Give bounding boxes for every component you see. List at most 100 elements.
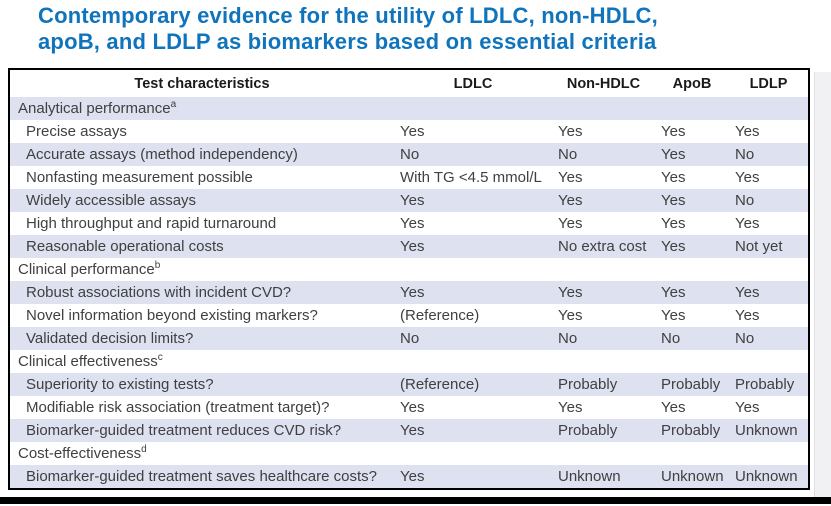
row-label: Superiority to existing tests? xyxy=(26,376,214,393)
cell-value: Yes xyxy=(661,192,686,209)
table-row: Widely accessible assays Yes Yes Yes No xyxy=(10,189,808,212)
cell-value: Yes xyxy=(661,169,686,186)
section-label-text: Cost-effectiveness xyxy=(18,445,142,462)
cell-value: Unknown xyxy=(661,468,724,485)
biomarker-table: Test characteristics LDLC Non-HDLC ApoB LDLP… xyxy=(10,70,808,488)
table-row: Reasonable operational costs Yes No extra … xyxy=(10,235,808,258)
cell-value: Yes xyxy=(661,399,686,416)
cell-value: Yes xyxy=(400,399,425,416)
section-label: Clinical performanceb xyxy=(10,258,808,281)
cell-value: Unknown xyxy=(735,422,798,439)
footnote-marker: c xyxy=(157,352,163,363)
column-header: LDLP xyxy=(749,75,788,92)
section-row: Clinical effectivenessc xyxy=(10,350,808,373)
cell-value: Unknown xyxy=(735,468,798,485)
cell-value: No xyxy=(400,330,420,347)
cell-value: Yes xyxy=(400,468,425,485)
column-header: Test characteristics xyxy=(134,75,270,92)
section-label: Cost-effectivenessd xyxy=(10,442,808,465)
cell-value: Yes xyxy=(400,215,425,232)
cell-value: With TG <4.5 mmol/L xyxy=(400,169,542,186)
table-row: Accurate assays (method independency) No N… xyxy=(10,143,808,166)
table-row: Robust associations with incident CVD? Ye… xyxy=(10,281,808,304)
footnote-marker: a xyxy=(170,99,177,110)
cell-value: Yes xyxy=(661,123,686,140)
row-label: Reasonable operational costs xyxy=(26,238,224,255)
table-row: Precise assays Yes Yes Yes Yes xyxy=(10,120,808,143)
cell-value: Yes xyxy=(400,284,425,301)
table-row: Modifiable risk association (treatment t… xyxy=(10,396,808,419)
cell-value: Yes xyxy=(400,123,425,140)
cell-value: No xyxy=(558,330,578,347)
cell-value: No xyxy=(735,192,755,209)
cell-value: No extra cost xyxy=(558,238,647,255)
cell-value: No xyxy=(661,330,681,347)
table-row: High throughput and rapid turnaround Yes Y… xyxy=(10,212,808,235)
section-row: Clinical performanceb xyxy=(10,258,808,281)
page-title: Contemporary evidence for the utility of… xyxy=(38,3,658,55)
footnote-marker: d xyxy=(141,444,147,455)
row-label: Biomarker-guided treatment saves healthc… xyxy=(26,468,378,485)
column-header: Non-HDLC xyxy=(566,75,641,92)
cell-value: Yes xyxy=(400,192,425,209)
cell-value: Yes xyxy=(558,399,583,416)
row-label: Nonfasting measurement possible xyxy=(26,169,253,186)
cell-value: (Reference) xyxy=(400,376,480,393)
cell-value: Yes xyxy=(735,307,760,324)
cell-value: Yes xyxy=(661,238,686,255)
cell-value: Yes xyxy=(558,284,583,301)
bottom-bar xyxy=(0,497,831,504)
cell-value: (Reference) xyxy=(400,307,480,324)
cell-value: No xyxy=(735,146,755,163)
section-label-text: Analytical performance xyxy=(18,100,171,117)
column-header: ApoB xyxy=(672,75,712,92)
cell-value: Yes xyxy=(735,169,760,186)
cell-value: Yes xyxy=(735,123,760,140)
table-row: Validated decision limits? No No No No xyxy=(10,327,808,350)
cell-value: Yes xyxy=(558,215,583,232)
footnote-marker: b xyxy=(154,260,161,271)
cell-value: Yes xyxy=(661,284,686,301)
table-row: Biomarker-guided treatment saves healthc… xyxy=(10,465,808,488)
column-header: LDLC xyxy=(453,75,493,92)
cell-value: Probably xyxy=(735,376,795,393)
row-label: Biomarker-guided treatment reduces CVD r… xyxy=(26,422,342,439)
cell-value: Yes xyxy=(558,123,583,140)
cell-value: Yes xyxy=(735,215,760,232)
cell-value: Yes xyxy=(558,307,583,324)
cell-value: Not yet xyxy=(735,238,783,255)
cell-value: Yes xyxy=(661,307,686,324)
cell-value: Yes xyxy=(400,238,425,255)
cell-value: Yes xyxy=(400,422,425,439)
row-label: Validated decision limits? xyxy=(26,330,194,347)
cell-value: Unknown xyxy=(558,468,621,485)
section-row: Cost-effectivenessd xyxy=(10,442,808,465)
row-label: Robust associations with incident CVD? xyxy=(26,284,292,301)
table-row: Novel information beyond existing marker… xyxy=(10,304,808,327)
cell-value: Probably xyxy=(661,422,721,439)
cell-value: Yes xyxy=(735,399,760,416)
row-label: High throughput and rapid turnaround xyxy=(26,215,277,232)
biomarker-evidence-table: Test characteristics LDLC Non-HDLC ApoB LDLP… xyxy=(8,68,810,490)
page-title-line2: apoB, and LDLP as biomarkers based on es… xyxy=(38,29,657,54)
section-label: Clinical effectivenessc xyxy=(10,350,808,373)
row-label: Novel information beyond existing marker… xyxy=(26,307,318,324)
cell-value: Yes xyxy=(661,215,686,232)
cell-value: Yes xyxy=(558,169,583,186)
row-label: Modifiable risk association (treatment t… xyxy=(26,399,330,416)
row-label: Precise assays xyxy=(26,123,127,140)
section-label: Analytical performancea xyxy=(10,97,808,120)
table-row: Superiority to existing tests? (Reference… xyxy=(10,373,808,396)
page-title-line1: Contemporary evidence for the utility of… xyxy=(38,3,658,28)
cell-value: Probably xyxy=(558,376,618,393)
cell-value: No xyxy=(558,146,578,163)
cell-value: Yes xyxy=(735,284,760,301)
cell-value: Probably xyxy=(661,376,721,393)
section-row: Analytical performancea xyxy=(10,97,808,120)
row-label: Widely accessible assays xyxy=(26,192,197,209)
table-row: Nonfasting measurement possible With TG <… xyxy=(10,166,808,189)
cell-value: Yes xyxy=(558,192,583,209)
cell-value: Probably xyxy=(558,422,618,439)
row-label: Accurate assays (method independency) xyxy=(26,146,298,163)
table-row: Biomarker-guided treatment reduces CVD r… xyxy=(10,419,808,442)
